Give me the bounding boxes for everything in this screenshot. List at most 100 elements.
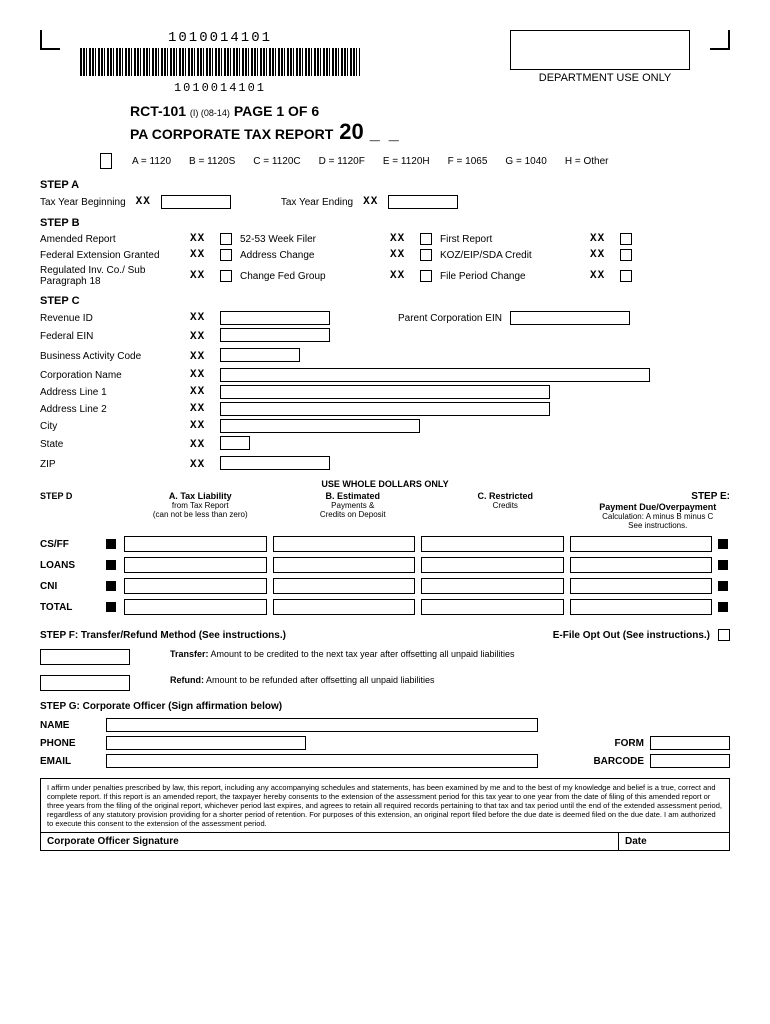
corp-name-label: Corporation Name — [40, 370, 190, 381]
step-c-grid: Revenue IDXX Parent Corporation EIN Fede… — [40, 311, 730, 473]
tax-year-begin-label: Tax Year Beginning — [40, 197, 126, 208]
col-a-sub2: (can not be less than zero) — [128, 510, 273, 519]
fed-ext-checkbox[interactable] — [220, 249, 232, 261]
step-f-header: STEP F: Transfer/Refund Method (See inst… — [40, 629, 730, 641]
step-d-rows: CS/FF LOANS CNI TOTAL — [40, 536, 730, 615]
step-a-label: STEP A — [40, 179, 730, 191]
addr2-input[interactable] — [220, 402, 550, 416]
affirmation-text: I affirm under penalties prescribed by l… — [40, 778, 730, 833]
total-e-input[interactable] — [570, 599, 713, 615]
bac-label: Business Activity Code — [40, 351, 190, 362]
addr1-input[interactable] — [220, 385, 550, 399]
revenue-id-input[interactable] — [220, 311, 330, 325]
addr2-label: Address Line 2 — [40, 404, 190, 415]
dollars-note: USE WHOLE DOLLARS ONLY — [40, 479, 730, 489]
first-report-checkbox[interactable] — [620, 233, 632, 245]
step-g-grid: NAME PHONEFORM EMAILBARCODE — [40, 718, 730, 768]
row-csff: CS/FF — [40, 539, 100, 550]
file-period-label: File Period Change — [440, 271, 590, 282]
cni-e-input[interactable] — [570, 578, 713, 594]
xx-marker: XX — [136, 196, 151, 208]
efile-optout-label: E-File Opt Out (See instructions.) — [553, 630, 710, 641]
loans-b-input[interactable] — [273, 557, 416, 573]
xx-marker: XX — [190, 369, 220, 381]
federal-ein-input[interactable] — [220, 328, 330, 342]
csff-c-input[interactable] — [421, 536, 564, 552]
loans-e-input[interactable] — [570, 557, 713, 573]
addr-change-checkbox[interactable] — [420, 249, 432, 261]
refund-text: Amount to be refunded after offsetting a… — [206, 675, 434, 685]
efile-optout-checkbox[interactable] — [718, 629, 730, 641]
email-input[interactable] — [106, 754, 538, 768]
total-b-input[interactable] — [273, 599, 416, 615]
loans-c-input[interactable] — [421, 557, 564, 573]
first-report-label: First Report — [440, 234, 590, 245]
step-d-header: STEP D A. Tax Liabilityfrom Tax Report(c… — [40, 491, 730, 530]
refund-amount-input[interactable] — [40, 675, 130, 691]
loans-a-input[interactable] — [124, 557, 267, 573]
change-fed-checkbox[interactable] — [420, 270, 432, 282]
koz-credit-label: KOZ/EIP/SDA Credit — [440, 250, 590, 261]
cni-b-input[interactable] — [273, 578, 416, 594]
step-b-grid: Amended ReportXX 52-53 Week FilerXX Firs… — [40, 233, 730, 287]
transfer-label: Transfer: — [170, 649, 209, 659]
form-barcode-label-1: FORM — [544, 738, 644, 749]
xx-marker: XX — [390, 270, 420, 282]
col-b-title: B. Estimated — [281, 491, 426, 501]
xx-marker: XX — [190, 459, 220, 471]
transfer-row: Transfer: Amount to be credited to the n… — [40, 649, 730, 665]
code-h: H = Other — [565, 156, 609, 167]
xx-marker: XX — [190, 312, 220, 324]
tax-year-begin-input[interactable] — [161, 195, 231, 209]
step-c-label: STEP C — [40, 295, 730, 307]
regulated-inv-checkbox[interactable] — [220, 270, 232, 282]
form-barcode-input-2[interactable] — [650, 754, 730, 768]
parent-ein-input[interactable] — [510, 311, 630, 325]
code-a: A = 1120 — [132, 156, 171, 167]
city-input[interactable] — [220, 419, 420, 433]
signature-label: Corporate Officer Signature — [41, 833, 619, 850]
zip-input[interactable] — [220, 456, 330, 470]
federal-ein-label: Federal EIN — [40, 331, 190, 342]
revenue-id-label: Revenue ID — [40, 313, 190, 324]
name-input[interactable] — [106, 718, 538, 732]
phone-input[interactable] — [106, 736, 306, 750]
bac-input[interactable] — [220, 348, 300, 362]
marker-icon — [106, 560, 116, 570]
total-c-input[interactable] — [421, 599, 564, 615]
cni-c-input[interactable] — [421, 578, 564, 594]
header-row: 1010014101 1010014101 DEPARTMENT USE ONL… — [40, 30, 730, 95]
year-blanks: _ _ — [370, 123, 401, 144]
file-period-checkbox[interactable] — [620, 270, 632, 282]
marker-icon — [106, 581, 116, 591]
amended-report-checkbox[interactable] — [220, 233, 232, 245]
form-name: PA CORPORATE TAX REPORT — [130, 126, 333, 142]
step-b-label: STEP B — [40, 217, 730, 229]
parent-ein-label: Parent Corporation EIN — [398, 313, 502, 324]
change-fed-label: Change Fed Group — [240, 271, 390, 282]
cni-a-input[interactable] — [124, 578, 267, 594]
state-input[interactable] — [220, 436, 250, 450]
csff-e-input[interactable] — [570, 536, 713, 552]
form-barcode-label-2: BARCODE — [544, 756, 644, 767]
step-a-row: Tax Year Beginning XX Tax Year Ending XX — [40, 195, 730, 209]
fed-ext-label: Federal Extension Granted — [40, 250, 190, 261]
marker-icon — [106, 539, 116, 549]
koz-credit-checkbox[interactable] — [620, 249, 632, 261]
code-d: D = 1120F — [319, 156, 365, 167]
transfer-amount-input[interactable] — [40, 649, 130, 665]
form-barcode-input-1[interactable] — [650, 736, 730, 750]
total-a-input[interactable] — [124, 599, 267, 615]
xx-marker: XX — [190, 270, 220, 282]
zip-label: ZIP — [40, 459, 190, 470]
col-b-sub2: Credits on Deposit — [281, 510, 426, 519]
csff-a-input[interactable] — [124, 536, 267, 552]
week-filer-checkbox[interactable] — [420, 233, 432, 245]
tax-year-end-input[interactable] — [388, 195, 458, 209]
marker-icon — [718, 602, 728, 612]
corp-name-input[interactable] — [220, 368, 650, 382]
code-checkbox[interactable] — [100, 153, 112, 169]
csff-b-input[interactable] — [273, 536, 416, 552]
code-g: G = 1040 — [505, 156, 546, 167]
date-label: Date — [619, 833, 729, 850]
